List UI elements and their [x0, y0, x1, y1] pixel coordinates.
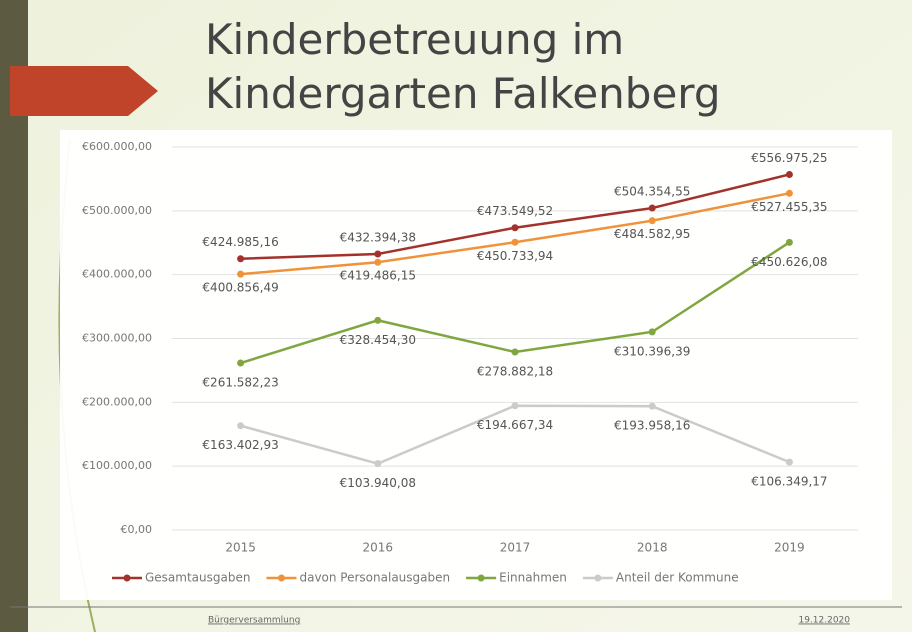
point	[649, 403, 656, 410]
slide: Kinderbetreuung imKindergarten Falkenber…	[0, 0, 912, 632]
point	[237, 255, 244, 262]
point	[512, 402, 519, 409]
value-label: €419.486,15	[340, 269, 416, 283]
legend-label: Einnahmen	[499, 571, 567, 585]
x-tick-label: 2015	[225, 541, 256, 555]
y-tick-label: €200.000,00	[82, 395, 152, 408]
value-label: €328.454,30	[340, 333, 416, 347]
arrow-shape	[10, 66, 158, 116]
value-label: €424.985,16	[202, 235, 278, 249]
point	[649, 217, 656, 224]
point	[374, 460, 381, 467]
point	[512, 239, 519, 246]
legend-dot	[278, 575, 285, 582]
value-label: €400.856,49	[202, 281, 278, 295]
value-label: €432.394,38	[340, 230, 416, 244]
point	[786, 459, 793, 466]
point	[786, 239, 793, 246]
legend-dot	[124, 575, 131, 582]
y-tick-label: €0,00	[121, 523, 153, 536]
value-label: €261.582,23	[202, 376, 278, 390]
point	[786, 171, 793, 178]
y-tick-label: €500.000,00	[82, 204, 152, 217]
point	[237, 271, 244, 278]
point	[237, 360, 244, 367]
legend-dot	[594, 575, 601, 582]
value-label: €103.940,08	[340, 476, 416, 490]
legend-label: Gesamtausgaben	[145, 571, 250, 585]
y-tick-label: €600.000,00	[82, 140, 152, 153]
legend-dot	[478, 575, 485, 582]
value-label: €484.582,95	[614, 227, 690, 241]
point	[786, 190, 793, 197]
point	[649, 205, 656, 212]
value-label: €556.975,25	[751, 151, 827, 165]
footer-right: 19.12.2020	[798, 616, 850, 626]
point	[374, 317, 381, 324]
point	[237, 422, 244, 429]
x-tick-label: 2019	[774, 541, 805, 555]
x-tick-label: 2017	[500, 541, 531, 555]
x-tick-label: 2018	[637, 541, 668, 555]
value-label: €163.402,93	[202, 438, 278, 452]
footer-left: Bürgerversammlung	[208, 616, 300, 626]
point	[649, 328, 656, 335]
value-label: €194.667,34	[477, 418, 553, 432]
point	[512, 348, 519, 355]
value-label: €450.733,94	[477, 249, 553, 263]
point	[512, 224, 519, 231]
x-tick-label: 2016	[363, 541, 394, 555]
point	[374, 250, 381, 257]
value-label: €504.354,55	[614, 185, 690, 199]
value-label: €278.882,18	[477, 364, 553, 378]
value-label: €473.549,52	[477, 204, 553, 218]
y-tick-label: €100.000,00	[82, 459, 152, 472]
y-tick-label: €400.000,00	[82, 268, 152, 281]
legend-label: davon Personalausgaben	[299, 571, 450, 585]
legend-label: Anteil der Kommune	[616, 571, 739, 585]
value-label: €106.349,17	[751, 475, 827, 489]
value-label: €527.455,35	[751, 200, 827, 214]
value-label: €193.958,16	[614, 419, 690, 433]
point	[374, 259, 381, 266]
value-label: €310.396,39	[614, 344, 690, 358]
y-tick-label: €300.000,00	[82, 332, 152, 345]
value-label: €450.626,08	[751, 255, 827, 269]
